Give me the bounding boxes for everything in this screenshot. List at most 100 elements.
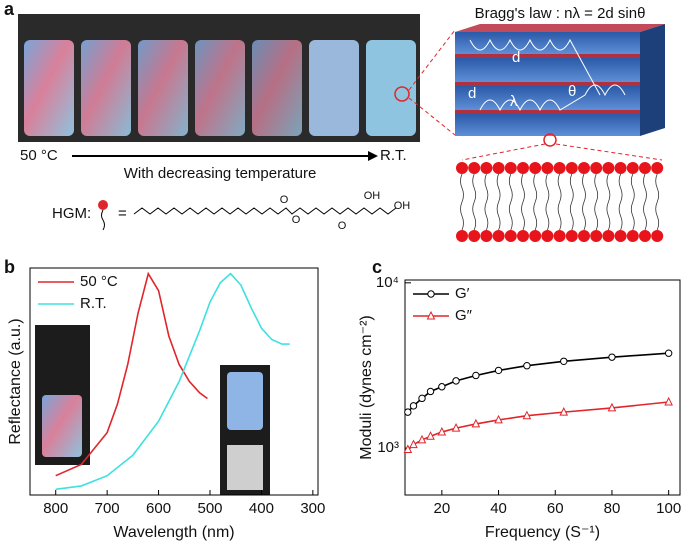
legend-label: 50 °C xyxy=(80,273,118,290)
marker xyxy=(560,357,568,366)
lipid-head xyxy=(517,162,529,174)
lipid-tail xyxy=(630,201,635,231)
lipid-head xyxy=(541,162,554,174)
marker xyxy=(523,362,531,370)
lipid-tail xyxy=(618,173,623,203)
marker xyxy=(426,431,435,440)
legend-label: G″ xyxy=(455,307,473,324)
lipid-tail xyxy=(508,173,513,203)
lipid-head xyxy=(590,230,603,242)
marker xyxy=(664,396,673,406)
lipid-tail xyxy=(557,173,562,203)
hgm-label: HGM: xyxy=(52,205,91,222)
x-tick-label: 700 xyxy=(95,500,120,517)
head-icon xyxy=(98,200,108,210)
legend-label: R.T. xyxy=(80,295,107,312)
vial-photos xyxy=(18,14,456,142)
structure xyxy=(133,207,397,215)
lipid-head xyxy=(480,230,493,242)
lipid-head xyxy=(480,162,493,174)
equals: = xyxy=(118,205,127,222)
lipid-tail xyxy=(521,173,525,203)
lipid-head xyxy=(529,230,542,242)
temp-caption: With decreasing temperature xyxy=(124,165,317,182)
y-axis-label: Moduli (dynes cm⁻²) xyxy=(358,315,375,459)
x-tick-label: 400 xyxy=(249,500,274,517)
lipid-head xyxy=(602,230,615,242)
lipid-head xyxy=(651,162,664,174)
lipid-tail xyxy=(630,173,635,203)
legend-label: G′ xyxy=(455,285,470,302)
lipid-tail xyxy=(606,173,611,203)
x-tick-label: 60 xyxy=(547,500,564,517)
lipid-head xyxy=(614,162,627,174)
marker xyxy=(418,394,426,403)
lipid-head xyxy=(456,162,468,174)
arrow-head xyxy=(368,151,378,161)
y-axis-label: Reflectance (a.u.) xyxy=(7,318,24,444)
marker xyxy=(409,439,418,449)
lipid-bilayer xyxy=(456,162,664,242)
lipid-tail xyxy=(643,173,647,203)
x-tick-label: 800 xyxy=(43,500,68,517)
lipid-tail xyxy=(545,173,550,203)
diagram-label: d xyxy=(512,49,520,66)
panel-label: c xyxy=(372,257,382,277)
lipid-head xyxy=(578,162,590,174)
x-axis-label: Frequency (S⁻¹) xyxy=(485,524,600,541)
lipid-head xyxy=(553,230,566,242)
marker xyxy=(426,387,435,396)
bragg-law: Bragg's law : nλ = 2d sinθ xyxy=(475,5,646,22)
lipid-tail xyxy=(655,201,660,231)
diagram-label: λ xyxy=(510,93,518,110)
lipid-head xyxy=(529,162,542,174)
marker xyxy=(494,414,503,424)
legend-marker xyxy=(426,310,436,320)
lipid-tail xyxy=(472,173,477,203)
marker xyxy=(437,426,447,436)
lipid-head xyxy=(565,162,578,174)
lipid-head xyxy=(468,230,481,242)
lipid-tail xyxy=(582,201,586,231)
x-tick-label: 600 xyxy=(146,500,171,517)
lipid-tail xyxy=(557,201,562,231)
lipid-head xyxy=(614,230,627,242)
lipid-tail xyxy=(533,201,538,231)
atom: O xyxy=(292,214,301,226)
lipid-tail xyxy=(484,201,489,231)
marker xyxy=(404,408,412,416)
lipid-tail xyxy=(569,173,574,203)
plot-frame xyxy=(29,267,319,496)
marker xyxy=(471,418,481,428)
atom: OH xyxy=(394,200,411,212)
marker xyxy=(417,434,427,444)
series-line xyxy=(55,272,290,491)
marker xyxy=(522,410,532,420)
temp-start: 50 °C xyxy=(20,147,58,164)
tail-icon xyxy=(101,209,105,231)
inset-photos xyxy=(35,325,270,495)
marker xyxy=(409,402,418,410)
atom: O xyxy=(338,220,347,232)
x-axis-label: Wavelength (nm) xyxy=(113,524,234,541)
x-tick-label: 20 xyxy=(434,500,451,517)
x-tick-label: 40 xyxy=(490,500,507,517)
lipid-head xyxy=(590,162,603,174)
legend-marker xyxy=(427,290,435,298)
x-tick-label: 80 xyxy=(604,500,621,517)
lipid-tail xyxy=(655,173,660,203)
lipid-tail xyxy=(582,173,586,203)
lipid-tail xyxy=(533,173,538,203)
lipid-tail xyxy=(460,173,464,203)
lipid-head xyxy=(565,230,578,242)
lipid-head xyxy=(492,230,505,242)
panel-label: b xyxy=(4,257,15,277)
diagram-label: d xyxy=(468,85,476,102)
lipid-head xyxy=(626,230,639,242)
lipid-head xyxy=(553,162,566,174)
lipid-head xyxy=(504,230,517,242)
lipid-head xyxy=(651,230,664,242)
lipid-tail xyxy=(496,173,501,203)
y-tick-label: 10⁴ xyxy=(376,274,399,291)
lipid-tail xyxy=(594,201,599,231)
